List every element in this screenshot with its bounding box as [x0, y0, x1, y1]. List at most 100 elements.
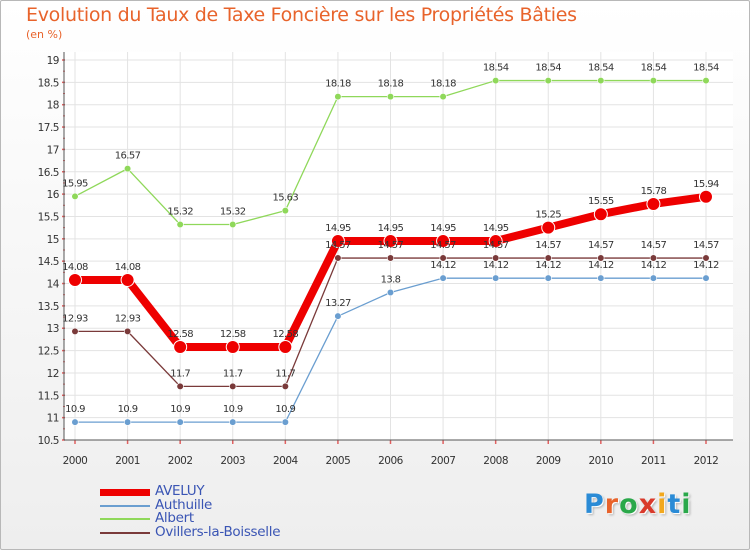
data-point-ovillers-la-boisselle: [71, 327, 79, 335]
data-point-albert: [439, 93, 447, 101]
data-point-authuille: [492, 274, 500, 282]
y-tick-label: 13: [47, 323, 59, 335]
data-label-ovillers-la-boisselle: 14.57: [378, 240, 404, 251]
data-label-ovillers-la-boisselle: 12.93: [62, 313, 88, 324]
data-label-ovillers-la-boisselle: 14.57: [325, 240, 351, 251]
data-point-authuille: [71, 418, 79, 426]
y-tick-label: 14.5: [38, 256, 59, 268]
y-tick-label: 17: [47, 144, 59, 156]
legend-swatch-albert: [100, 518, 150, 520]
data-label-aveluy: 14.95: [378, 223, 404, 234]
y-tick-label: 11.5: [38, 390, 59, 402]
data-point-authuille: [176, 418, 184, 426]
data-point-authuille: [649, 274, 658, 282]
data-point-ovillers-la-boisselle: [281, 382, 289, 390]
data-label-aveluy: 15.55: [588, 196, 614, 207]
data-label-albert: 15.32: [167, 207, 193, 218]
x-tick-label: 2000: [63, 455, 88, 467]
data-label-ovillers-la-boisselle: 11.7: [223, 368, 243, 379]
legend-label-authuille: Authuille: [155, 496, 213, 513]
data-point-albert: [492, 76, 500, 85]
data-point-authuille: [229, 418, 237, 426]
data-label-aveluy: 14.95: [325, 223, 351, 234]
proxiti-logo: Proxiti: [584, 489, 692, 520]
x-tick-label: 2004: [273, 455, 299, 467]
x-tick-label: 2009: [536, 455, 561, 467]
data-point-albert: [544, 76, 552, 85]
data-point-authuille: [702, 274, 710, 282]
legend-label-aveluy: AVELUY: [155, 483, 205, 499]
data-point-ovillers-la-boisselle: [439, 254, 447, 262]
data-label-authuille: 14.12: [483, 260, 509, 271]
x-tick-label: 2002: [168, 455, 193, 467]
data-label-aveluy: 14.95: [483, 223, 509, 234]
data-label-ovillers-la-boisselle: 14.57: [483, 240, 509, 251]
data-label-authuille: 10.9: [170, 404, 190, 415]
data-point-ovillers-la-boisselle: [544, 254, 552, 262]
data-point-authuille: [544, 274, 552, 282]
data-point-ovillers-la-boisselle: [597, 254, 605, 262]
data-label-ovillers-la-boisselle: 11.7: [170, 368, 190, 379]
data-point-albert: [649, 76, 658, 85]
y-tick-label: 15.5: [38, 211, 59, 223]
x-tick-label: 2005: [326, 455, 351, 467]
data-label-ovillers-la-boisselle: 14.57: [588, 240, 614, 251]
legend-label-albert: Albert: [155, 510, 194, 526]
data-label-albert: 18.54: [483, 63, 509, 74]
logo-letter: i: [657, 489, 668, 520]
data-point-ovillers-la-boisselle: [386, 254, 395, 262]
data-point-albert: [71, 192, 79, 200]
data-label-authuille: 10.9: [275, 404, 295, 415]
data-point-aveluy: [173, 340, 188, 355]
y-tick-label: 13.5: [38, 301, 59, 313]
data-label-albert: 18.54: [588, 63, 614, 74]
data-point-aveluy: [68, 272, 82, 287]
data-point-aveluy: [436, 234, 451, 249]
data-label-authuille: 14.12: [641, 260, 667, 271]
data-point-aveluy: [225, 340, 240, 355]
data-label-authuille: 13.8: [381, 274, 401, 285]
data-label-ovillers-la-boisselle: 14.57: [641, 240, 667, 251]
data-label-albert: 16.57: [115, 151, 141, 162]
data-point-ovillers-la-boisselle: [649, 254, 658, 262]
data-point-albert: [281, 207, 289, 215]
data-label-authuille: 14.12: [430, 260, 456, 271]
chart-unit-label: (en %): [26, 28, 63, 41]
x-tick-label: 2010: [588, 455, 613, 467]
y-tick-label: 14: [47, 279, 60, 291]
legend-swatch-authuille: [100, 504, 150, 507]
data-label-ovillers-la-boisselle: 14.57: [535, 240, 561, 251]
y-tick-label: 19: [47, 55, 59, 67]
data-label-aveluy: 14.95: [430, 223, 456, 234]
data-label-aveluy: 12.58: [273, 329, 299, 340]
data-point-aveluy: [330, 234, 345, 249]
logo-letter: i: [681, 489, 692, 520]
data-point-authuille: [123, 418, 132, 426]
data-label-authuille: 14.12: [588, 260, 614, 271]
logo-letter: P: [584, 489, 605, 520]
logo-letter: r: [604, 489, 620, 520]
data-label-authuille: 10.9: [223, 404, 243, 415]
logo-letter: x: [638, 489, 658, 520]
data-point-albert: [123, 165, 132, 173]
data-label-aveluy: 14.08: [115, 262, 141, 273]
data-label-albert: 18.18: [378, 79, 404, 90]
data-label-ovillers-la-boisselle: 12.93: [115, 313, 141, 324]
x-tick-label: 2012: [694, 455, 719, 467]
data-label-ovillers-la-boisselle: 14.57: [693, 240, 719, 251]
data-label-aveluy: 12.58: [220, 329, 246, 340]
data-label-albert: 18.18: [325, 79, 351, 90]
x-tick-label: 2011: [641, 455, 666, 467]
x-tick-label: 2008: [483, 455, 508, 467]
data-label-ovillers-la-boisselle: 14.57: [430, 240, 456, 251]
data-label-authuille: 10.9: [65, 404, 85, 415]
data-label-albert: 18.54: [641, 63, 667, 74]
data-label-aveluy: 15.94: [693, 179, 719, 190]
data-point-authuille: [597, 274, 605, 282]
y-tick-label: 18.5: [38, 77, 59, 89]
data-label-albert: 15.32: [220, 207, 246, 218]
data-point-aveluy: [541, 220, 556, 235]
data-label-authuille: 13.27: [325, 298, 351, 309]
data-point-aveluy: [593, 207, 608, 222]
